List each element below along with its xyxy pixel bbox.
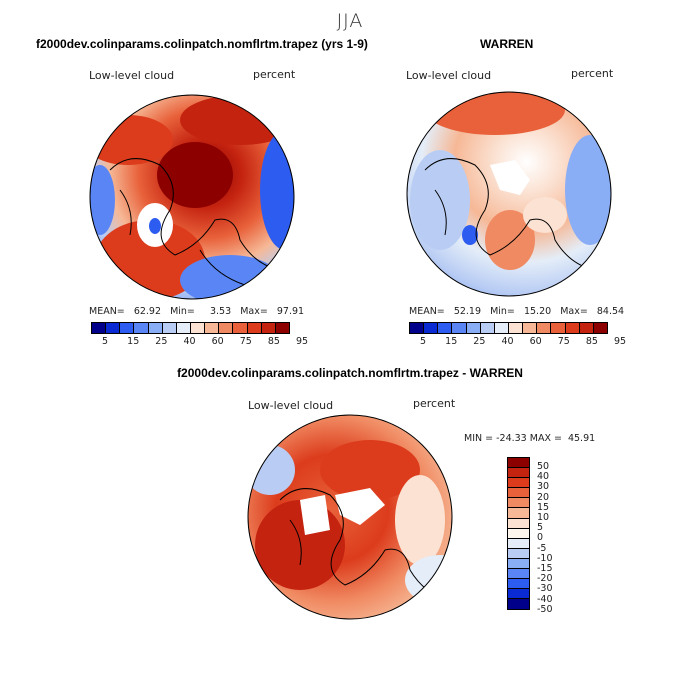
- colorbar-swatch: [219, 323, 234, 333]
- colorbar-tick-label: 60: [529, 336, 542, 347]
- season-title: JJA: [336, 10, 364, 32]
- diff-units-label: percent: [413, 397, 456, 410]
- colorbar-tick-label: 25: [473, 336, 486, 347]
- colorbar-tick-label: 75: [557, 336, 570, 347]
- colorbar-tick-label: 30: [537, 481, 550, 493]
- colorbar-swatch: [551, 323, 566, 333]
- colorbar-swatch: [452, 323, 467, 333]
- diff-map-field: [248, 415, 452, 619]
- colorbar-tick-label: -50: [537, 603, 553, 615]
- diff-colorbar-ticks: 50 40 30 20 15 10 5 0 -5 -10 -15 -20 -30 -40 -50: [537, 457, 577, 622]
- right-colorbar-ticks: 5 15 25 40 60 75 85 95: [409, 336, 626, 350]
- colorbar-swatch: [565, 323, 580, 333]
- colorbar-swatch: [275, 323, 289, 333]
- left-map-field: [90, 95, 294, 299]
- colorbar-swatch: [92, 323, 107, 333]
- colorbar-tick-label: -40: [537, 593, 553, 605]
- colorbar-tick-label: -30: [537, 583, 553, 595]
- colorbar-tick-label: 40: [537, 471, 550, 483]
- colorbar-tick-label: 15: [127, 336, 140, 347]
- colorbar-tick-label: 50: [537, 461, 550, 472]
- colorbar-swatch: [508, 558, 529, 570]
- colorbar-swatch: [508, 569, 529, 580]
- colorbar-swatch: [508, 518, 529, 529]
- colorbar-swatch: [537, 323, 552, 333]
- right-stats: MEAN= 52.19 Min= 15.20 Max= 84.54: [409, 306, 625, 317]
- colorbar-swatch: [508, 548, 529, 559]
- colorbar-swatch: [134, 323, 149, 333]
- colorbar-tick-label: 25: [155, 336, 168, 347]
- colorbar-tick-label: 15: [445, 336, 458, 347]
- colorbar-tick-label: 95: [296, 336, 309, 347]
- colorbar-tick-label: 40: [183, 336, 196, 347]
- colorbar-swatch: [508, 468, 529, 479]
- colorbar-swatch: [508, 323, 524, 333]
- colorbar-tick-label: 85: [585, 336, 598, 347]
- right-map-field: [407, 92, 611, 296]
- colorbar-swatch: [508, 538, 529, 549]
- colorbar-tick-label: 20: [537, 491, 550, 503]
- left-colorbar-ticks: 5 15 25 40 60 75 85 95: [91, 336, 308, 350]
- diff-stats: MIN = -24.33 MAX = 45.91: [464, 433, 596, 444]
- colorbar-swatch: [424, 323, 439, 333]
- left-stats: MEAN= 62.92 Min= 3.53 Max= 97.91: [89, 306, 305, 317]
- colorbar-swatch: [508, 458, 529, 469]
- right-colorbar: [409, 322, 608, 334]
- colorbar-swatch: [593, 323, 607, 333]
- right-variable-label: Low-level cloud: [406, 69, 492, 82]
- left-panel-title: f2000dev.colinparams.colinpatch.nomflrtm…: [36, 37, 368, 51]
- colorbar-tick-label: 60: [211, 336, 224, 347]
- diff-panel-title: f2000dev.colinparams.colinpatch.nomflrtm…: [177, 366, 523, 380]
- colorbar-swatch: [523, 323, 538, 333]
- colorbar-swatch: [508, 498, 529, 509]
- right-units-label: percent: [571, 67, 614, 80]
- diff-colorbar: [507, 457, 530, 611]
- colorbar-tick-label: -5: [537, 542, 547, 554]
- colorbar-tick-label: 85: [267, 336, 280, 347]
- colorbar-swatch: [466, 323, 481, 333]
- colorbar-tick-label: -10: [537, 552, 553, 564]
- colorbar-swatch: [205, 323, 220, 333]
- colorbar-tick-label: 40: [501, 336, 514, 347]
- colorbar-swatch: [508, 599, 529, 610]
- colorbar-swatch: [247, 323, 262, 333]
- left-units-label: percent: [253, 68, 296, 81]
- colorbar-tick-label: 75: [239, 336, 252, 347]
- colorbar-tick-label: 10: [537, 512, 550, 523]
- colorbar-tick-label: -20: [537, 573, 553, 585]
- colorbar-swatch: [494, 323, 509, 333]
- colorbar-swatch: [120, 323, 135, 333]
- colorbar-swatch: [508, 579, 529, 590]
- colorbar-tick-label: 95: [614, 336, 627, 347]
- colorbar-swatch: [579, 323, 594, 333]
- colorbar-swatch: [176, 323, 191, 333]
- colorbar-swatch: [438, 323, 453, 333]
- colorbar-swatch: [508, 528, 529, 539]
- colorbar-swatch: [233, 323, 248, 333]
- colorbar-tick-label: 0: [537, 532, 544, 544]
- colorbar-swatch: [508, 488, 529, 499]
- colorbar-swatch: [106, 323, 121, 333]
- left-colorbar: [91, 322, 290, 334]
- colorbar-swatch: [508, 508, 529, 519]
- colorbar-swatch: [410, 323, 425, 333]
- colorbar-swatch: [480, 323, 495, 333]
- colorbar-swatch: [508, 478, 529, 489]
- colorbar-tick-label: 5: [102, 336, 109, 347]
- colorbar-swatch: [162, 323, 177, 333]
- colorbar-tick-label: 5: [537, 522, 544, 534]
- colorbar-tick-label: 5: [420, 336, 427, 347]
- left-variable-label: Low-level cloud: [89, 69, 175, 82]
- colorbar-swatch: [148, 323, 163, 333]
- colorbar-tick-label: 15: [537, 501, 550, 513]
- colorbar-tick-label: -15: [537, 563, 553, 574]
- colorbar-swatch: [508, 589, 529, 600]
- diff-variable-label: Low-level cloud: [248, 399, 334, 412]
- colorbar-swatch: [190, 323, 206, 333]
- colorbar-swatch: [261, 323, 276, 333]
- right-panel-title: WARREN: [480, 37, 534, 51]
